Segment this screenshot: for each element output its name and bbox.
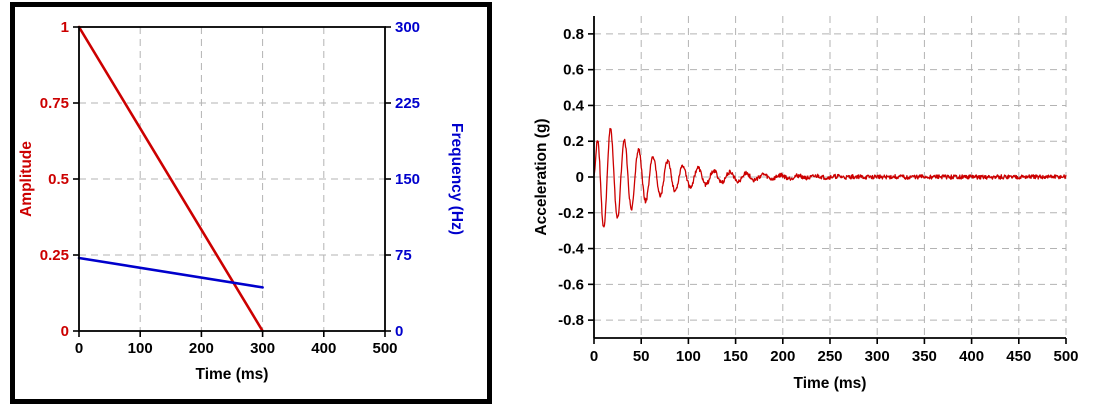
y-tick-label: 0.4 [563, 97, 585, 114]
acceleration-figure: 0 50 100 150 200 250 300 350 400 450 500 -0.8 -0.6 -0… [532, 0, 1098, 400]
x-tick-label: 200 [189, 340, 214, 357]
x-tick-label: 500 [372, 340, 397, 357]
x-tick-label: 50 [633, 348, 650, 365]
y-tick-label: -0.8 [558, 312, 584, 329]
x-tick-label: 250 [817, 348, 842, 365]
amplitude-ramp-line [77, 25, 264, 333]
x-tick-label: 0 [590, 348, 598, 365]
y-tick-label: 0.8 [563, 26, 584, 43]
amplitude-tick-label: 0.75 [40, 95, 69, 112]
y-axis-label: Acceleration (g) [533, 118, 550, 235]
y-tick-label: 0.2 [563, 133, 584, 150]
y-tick-label: 0 [576, 169, 584, 186]
x-tick-label: 300 [250, 340, 275, 357]
frequency-tick-label: 0 [395, 323, 403, 340]
x-axis-label: Time (ms) [196, 366, 269, 383]
frequency-tick-label: 150 [395, 171, 420, 188]
x-tick-label: 200 [770, 348, 795, 365]
x-tick-label: 400 [959, 348, 984, 365]
x-tick-label: 100 [128, 340, 153, 357]
x-tick-label: 100 [676, 348, 701, 365]
frequency-tick-label: 225 [395, 95, 420, 112]
x-tick-label: 350 [912, 348, 937, 365]
x-tick-label: 150 [723, 348, 748, 365]
y-tick-label: -0.6 [558, 276, 584, 293]
left-axis-label: Amplitude [18, 141, 35, 217]
sweep-profile-plot: 0 100 200 300 400 50000.250.50.75107515022530… [18, 19, 465, 383]
frequency-sweep-line [77, 256, 264, 289]
x-tick-label: 500 [1053, 348, 1078, 365]
amplitude-tick-label: 1 [61, 19, 69, 36]
x-tick-label: 450 [1006, 348, 1031, 365]
x-tick-label: 0 [75, 340, 83, 357]
amplitude-tick-label: 0 [61, 323, 69, 340]
sweep-profile-figure: 0 100 200 300 400 500 0 0.25 0.5 0.75 1 0 75 150 225 30… [10, 2, 492, 404]
amplitude-tick-label: 0.5 [48, 171, 69, 188]
acceleration-response-line [593, 127, 1067, 228]
x-tick-label: 400 [311, 340, 336, 357]
y-tick-label: 0.6 [563, 62, 584, 79]
y-tick-label: -0.2 [558, 205, 584, 222]
x-tick-label: 300 [865, 348, 890, 365]
frequency-tick-label: 300 [395, 19, 420, 36]
amplitude-tick-label: 0.25 [40, 247, 69, 264]
y-tick-label: -0.4 [558, 241, 585, 258]
plot-border [78, 26, 386, 332]
frequency-tick-label: 75 [395, 247, 412, 264]
x-axis-label: Time (ms) [794, 375, 867, 392]
acceleration-plot: 0 50 100 150 200 250 300 350 400 450 500 -0.8 -0.6 -0… [533, 16, 1079, 392]
right-axis-label: Frequency (Hz) [448, 123, 465, 235]
